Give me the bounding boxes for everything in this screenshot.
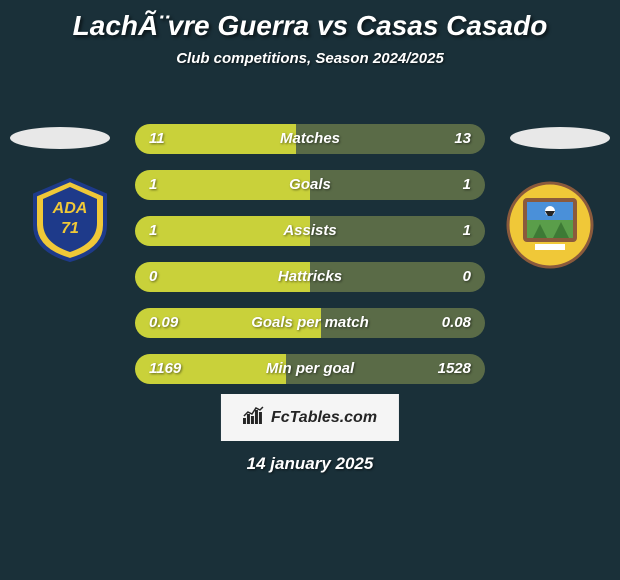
player-shadow-left: [10, 127, 110, 149]
club-badge-left: ADA 71: [25, 175, 115, 265]
stat-row: 0.090.08Goals per match: [135, 308, 485, 338]
svg-text:ADA: ADA: [52, 200, 88, 217]
page-title: LachÃ¨vre Guerra vs Casas Casado: [0, 0, 620, 42]
stat-label: Hattricks: [135, 262, 485, 292]
stats-table: 1113Matches 11Goals 11Assists 00Hattricks 0.…: [135, 124, 485, 400]
stat-label: Matches: [135, 124, 485, 154]
brand-box: FcTables.com: [221, 394, 399, 441]
stat-label: Goals: [135, 170, 485, 200]
stat-row: 11Goals: [135, 170, 485, 200]
stat-label: Min per goal: [135, 354, 485, 384]
comparison-card: LachÃ¨vre Guerra vs Casas Casado Club co…: [0, 0, 620, 580]
club-badge-right: [505, 180, 595, 270]
player-shadow-right: [510, 127, 610, 149]
brand-text: FcTables.com: [271, 409, 377, 427]
stat-row: 11Assists: [135, 216, 485, 246]
stat-row: 11691528Min per goal: [135, 354, 485, 384]
date-label: 14 january 2025: [0, 454, 620, 474]
stat-label: Goals per match: [135, 308, 485, 338]
brand-chart-icon: [243, 406, 265, 429]
subtitle: Club competitions, Season 2024/2025: [0, 50, 620, 67]
stat-label: Assists: [135, 216, 485, 246]
svg-text:71: 71: [61, 220, 79, 237]
stat-row: 00Hattricks: [135, 262, 485, 292]
stat-row: 1113Matches: [135, 124, 485, 154]
